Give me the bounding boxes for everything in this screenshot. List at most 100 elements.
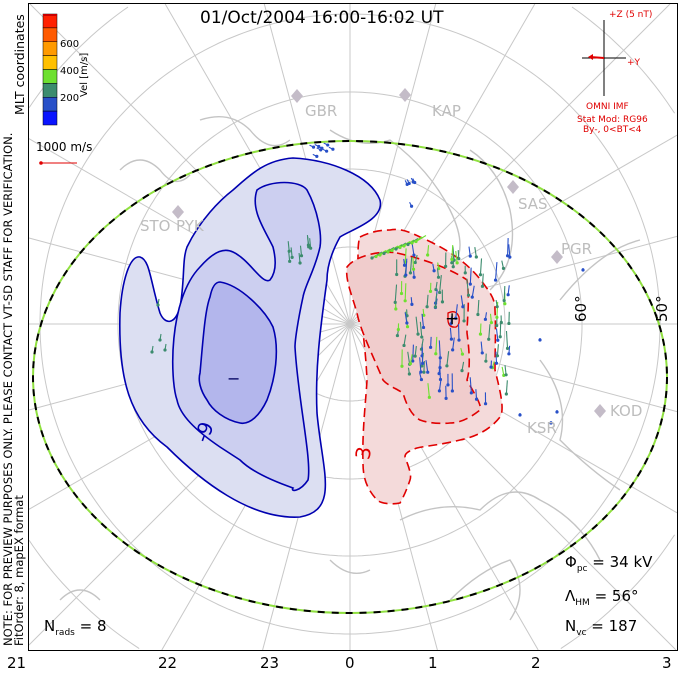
vector-origin-dot xyxy=(446,383,450,387)
vector-origin-dot xyxy=(549,421,553,425)
velocity-vector xyxy=(415,316,419,335)
vector-origin-dot xyxy=(489,321,494,325)
vector-origin-dot xyxy=(581,268,585,272)
vector-origin-dot xyxy=(457,257,461,261)
radar-count: Nrads = 8 xyxy=(44,617,107,638)
vector-origin-dot xyxy=(478,332,483,336)
latitude-label-50: 50° xyxy=(653,295,671,322)
velocity-vector xyxy=(287,241,290,252)
arrow-head-icon xyxy=(588,54,593,60)
vector-origin-dot xyxy=(483,317,488,321)
vector-origin-dot xyxy=(394,307,398,311)
velocity-vector xyxy=(475,389,478,400)
velocity-vector xyxy=(496,301,499,318)
station-label-pyk: PYK xyxy=(176,217,204,235)
vector-origin-dot xyxy=(414,239,418,244)
vector-origin-dot xyxy=(402,343,406,348)
velocity-vector xyxy=(494,262,498,281)
mlt-label-3: 3 xyxy=(662,654,672,672)
velocity-vector xyxy=(455,251,458,263)
vector-origin-dot xyxy=(507,321,511,326)
velocity-vector xyxy=(411,244,415,256)
vector-origin-dot xyxy=(374,254,378,259)
vector-origin-dot xyxy=(408,361,413,366)
mlt-label-23: 23 xyxy=(260,654,280,672)
velocity-vector xyxy=(479,258,483,275)
velocity-vector xyxy=(425,360,429,373)
vector-origin-dot xyxy=(469,391,473,395)
vector-origin-dot xyxy=(382,251,386,256)
velocity-vector xyxy=(455,304,458,319)
vector-origin-dot xyxy=(406,242,410,247)
vector-origin-dot xyxy=(505,254,510,258)
vector-origin-dot xyxy=(421,325,426,330)
velocity-vector xyxy=(451,245,454,260)
vector-origin-dot xyxy=(474,255,478,259)
vector-origin-dot xyxy=(538,338,542,342)
velocity-vector xyxy=(477,299,480,315)
vector-origin-dot xyxy=(407,372,411,376)
fit-order-note: FitOrder: 8, mapEX format xyxy=(12,495,26,646)
vector-origin-dot xyxy=(311,145,316,149)
velocity-vector xyxy=(407,351,411,365)
vector-origin-dot xyxy=(451,348,455,352)
coordinate-system-label: MLT coordinates xyxy=(12,14,27,115)
station-label-ksr: KSR xyxy=(527,419,557,437)
vector-origin-dot xyxy=(403,299,407,303)
velocity-vector xyxy=(394,284,398,303)
vector-origin-dot xyxy=(449,337,453,341)
velocity-vector xyxy=(407,238,419,245)
vector-origin-dot xyxy=(496,338,500,342)
vector-origin-dot xyxy=(378,253,382,257)
colorbar-segment xyxy=(42,13,58,29)
velocity-vector xyxy=(419,321,423,338)
vector-origin-dot xyxy=(398,245,402,250)
vector-origin-dot xyxy=(494,361,499,365)
velocity-vector xyxy=(404,312,408,324)
velocity-vector xyxy=(471,285,475,298)
velocity-vector xyxy=(430,336,432,348)
vector-origin-dot xyxy=(484,359,488,363)
vector-origin-dot xyxy=(457,338,461,342)
vector-origin-dot xyxy=(419,370,423,374)
velocity-vector xyxy=(298,252,301,264)
vector-origin-dot xyxy=(394,247,398,251)
vector-origin-dot xyxy=(429,345,433,349)
vector-origin-dot xyxy=(461,305,465,309)
colorbar-segment xyxy=(42,97,58,112)
colorbar-tick: 200 xyxy=(60,93,80,104)
vector-origin-dot xyxy=(444,264,448,268)
vector-origin-dot xyxy=(158,338,162,342)
vector-origin-dot xyxy=(462,319,466,323)
velocity-vector xyxy=(403,239,415,247)
latitude-label-60: 60° xyxy=(572,295,590,322)
vector-origin-dot xyxy=(470,295,474,299)
vector-origin-dot xyxy=(555,410,559,414)
vector-origin-dot xyxy=(411,267,416,271)
velocity-vector xyxy=(426,294,429,307)
vector-origin-dot xyxy=(319,148,323,152)
vector-origin-dot xyxy=(468,282,472,286)
vector-origin-dot xyxy=(411,359,415,363)
vector-origin-dot xyxy=(495,324,499,328)
velocity-vector xyxy=(299,245,303,256)
mlt-label-22: 22 xyxy=(158,654,178,672)
vector-origin-dot xyxy=(493,278,498,282)
vector-origin-dot xyxy=(402,263,407,267)
vector-origin-dot xyxy=(156,303,160,307)
velocity-vector xyxy=(412,344,414,362)
imf-source: OMNI IMF xyxy=(586,102,629,112)
vector-origin-dot xyxy=(400,364,404,368)
station-label-kod: KOD xyxy=(610,402,643,420)
vector-origin-dot xyxy=(498,335,502,339)
vector-origin-dot xyxy=(480,351,484,355)
colorbar-segment xyxy=(42,69,58,84)
velocity-vector xyxy=(438,360,441,374)
vector-origin-dot xyxy=(288,259,292,263)
vector-origin-dot xyxy=(455,261,459,265)
velocity-vector xyxy=(412,257,415,270)
vector-origin-dot xyxy=(433,305,438,309)
vector-origin-dot xyxy=(420,335,424,339)
vector-origin-dot xyxy=(438,290,442,295)
vector-origin-dot xyxy=(450,261,454,265)
